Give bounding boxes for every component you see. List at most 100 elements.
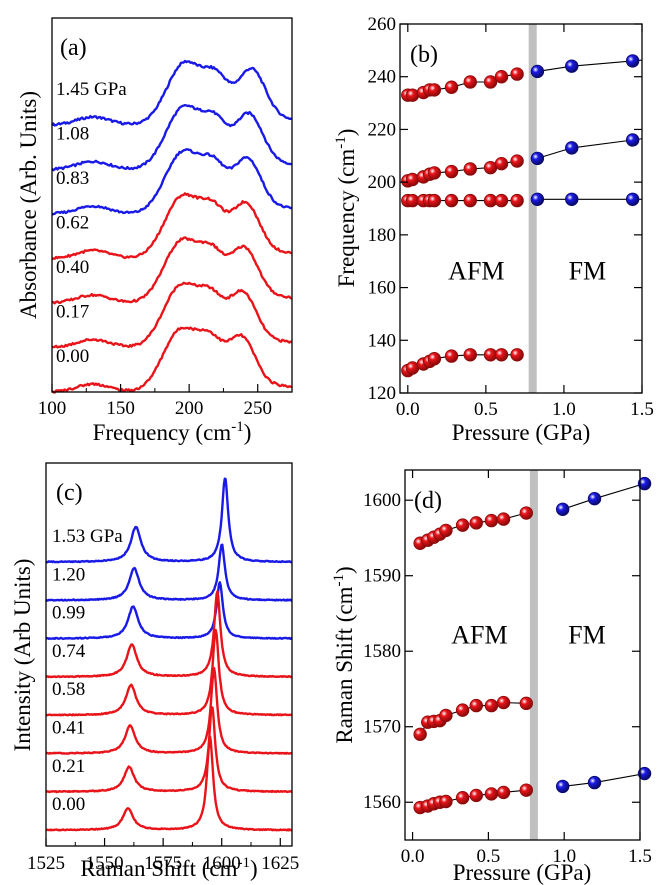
panel-a-x-tick-label: 200 (175, 398, 204, 419)
data-point-afm (484, 513, 499, 528)
data-point-afm (494, 156, 509, 171)
phase-label-fm: FM (568, 621, 606, 650)
panel-a-spectrum-line (51, 59, 293, 127)
y-tick-label: 180 (368, 225, 397, 246)
x-tick-label: 0.0 (396, 399, 420, 420)
data-point-afm (496, 695, 511, 710)
data-point-afm (519, 783, 533, 797)
y-tick-label: 1570 (363, 717, 401, 738)
data-point-afm (510, 67, 524, 81)
panel-c-x-tick-label: 1600 (203, 853, 241, 874)
panel-c-trace-label: 0.21 (52, 756, 85, 777)
data-point-afm (455, 518, 470, 532)
data-point-afm (444, 80, 459, 94)
panel-c-x-tick-label: 1625 (261, 853, 299, 874)
y-tick-label: 140 (368, 330, 397, 351)
data-point-afm (469, 698, 483, 713)
y-tick-label: 1560 (363, 792, 401, 813)
panel-c-spectrum-line (45, 628, 293, 717)
data-point-afm (444, 349, 459, 363)
panel-d-frame (404, 469, 641, 841)
fit-line (562, 773, 640, 787)
panel-a-spectrum-line (51, 281, 292, 349)
y-tick-label: 160 (368, 278, 397, 299)
panel-d-ylabel: Raman Shift (cm-1) (331, 566, 357, 743)
panel-c-trace-label: 1.20 (52, 564, 85, 585)
x-tick-label: 0.0 (401, 846, 425, 867)
y-tick-label: 1590 (363, 566, 401, 587)
panel-a-x-tick-label: 150 (106, 398, 135, 419)
data-point-fm (555, 779, 570, 794)
data-point-afm (413, 727, 427, 741)
y-tick-label: 1600 (363, 490, 401, 511)
panel-c-trace-label: 1.53 GPa (52, 526, 123, 547)
panel-c: 1.53 GPa 1.20 0.99 0.74 0.58 0.41 0.21 0.00 (c)… (10, 462, 299, 881)
panel-c-label: (c) (56, 480, 83, 506)
panel-c-x-ticks: 1525 1550 1575 1600 1625 (27, 838, 299, 874)
panel-c-spectrum-line (45, 581, 293, 640)
data-point-afm (427, 193, 442, 208)
panel-b-frame (399, 23, 643, 394)
y-tick-label: 120 (368, 383, 397, 404)
panel-c-x-tick-label: 1575 (144, 853, 182, 874)
data-point-fm (587, 491, 602, 506)
data-point-afm (439, 794, 453, 809)
data-point-afm (469, 516, 483, 530)
panel-a-plot: 1.45 GPa 1.08 0.83 0.62 0.40 0.17 0.00 (51, 59, 293, 394)
data-point-fm (637, 766, 652, 781)
panel-a-trace-label: 0.40 (56, 257, 89, 278)
data-point-afm (439, 523, 453, 538)
panel-c-spectrum-line (45, 667, 293, 755)
y-tick-label: 200 (368, 172, 397, 193)
panel-c-trace-label: 0.41 (52, 718, 85, 739)
data-point-fm (625, 133, 640, 147)
phase-label-afm: AFM (448, 257, 504, 286)
data-point-afm (444, 164, 459, 179)
data-point-afm (496, 785, 511, 800)
data-point-afm (484, 787, 499, 801)
panel-a-trace-label: 1.08 (56, 124, 89, 145)
data-point-fm (565, 59, 579, 73)
panel-a-spectrum-line (51, 236, 293, 305)
data-point-afm (469, 788, 483, 803)
data-point-afm (463, 348, 477, 362)
y-tick-label: 1580 (363, 641, 401, 662)
panel-d-plot: AFM FM (413, 470, 652, 840)
x-tick-label: 1.5 (628, 846, 652, 867)
data-point-afm (494, 348, 509, 362)
data-point-afm (483, 75, 498, 89)
data-point-afm (510, 193, 524, 208)
panel-a-x-tick-label: 100 (38, 398, 67, 419)
data-point-afm (463, 162, 477, 176)
panel-d-label: (d) (414, 488, 442, 514)
panel-d-ticks: 0.0 0.5 1.0 1.5 1560 1570 1580 1590 1600 (363, 470, 652, 867)
panel-c-spectrum-line (45, 735, 293, 832)
panel-a-label: (a) (60, 35, 87, 61)
data-point-afm (494, 70, 509, 84)
panel-c-trace-label: 0.74 (52, 641, 86, 662)
data-point-fm (625, 192, 640, 206)
panel-a: 1.45 GPa 1.08 0.83 0.62 0.40 0.17 0.00 (a) 100… (16, 17, 293, 445)
data-point-afm (455, 791, 470, 805)
data-point-afm (405, 172, 420, 187)
panel-a-spectrum-line (51, 326, 293, 394)
phase-label-afm: AFM (451, 621, 507, 650)
data-point-fm (625, 54, 640, 68)
phase-transition-band (528, 24, 537, 393)
data-point-afm (463, 193, 477, 208)
x-tick-label: 0.5 (477, 846, 501, 867)
x-tick-label: 1.0 (552, 846, 576, 867)
y-tick-label: 240 (368, 67, 397, 88)
panel-c-spectrum-line (45, 543, 293, 602)
panel-d: AFM FM (d) 0.0 0.5 1.0 1.5 1560 1570 1580 1590 16… (331, 469, 652, 885)
data-point-afm (510, 348, 524, 362)
data-point-afm (519, 696, 533, 711)
data-point-afm (427, 166, 442, 180)
data-point-afm (510, 154, 524, 168)
data-point-afm (405, 88, 420, 102)
panel-a-trace-label: 0.17 (56, 302, 89, 323)
data-point-afm (494, 193, 509, 208)
panel-c-trace-label: 0.99 (52, 603, 85, 624)
data-point-afm (427, 83, 442, 97)
